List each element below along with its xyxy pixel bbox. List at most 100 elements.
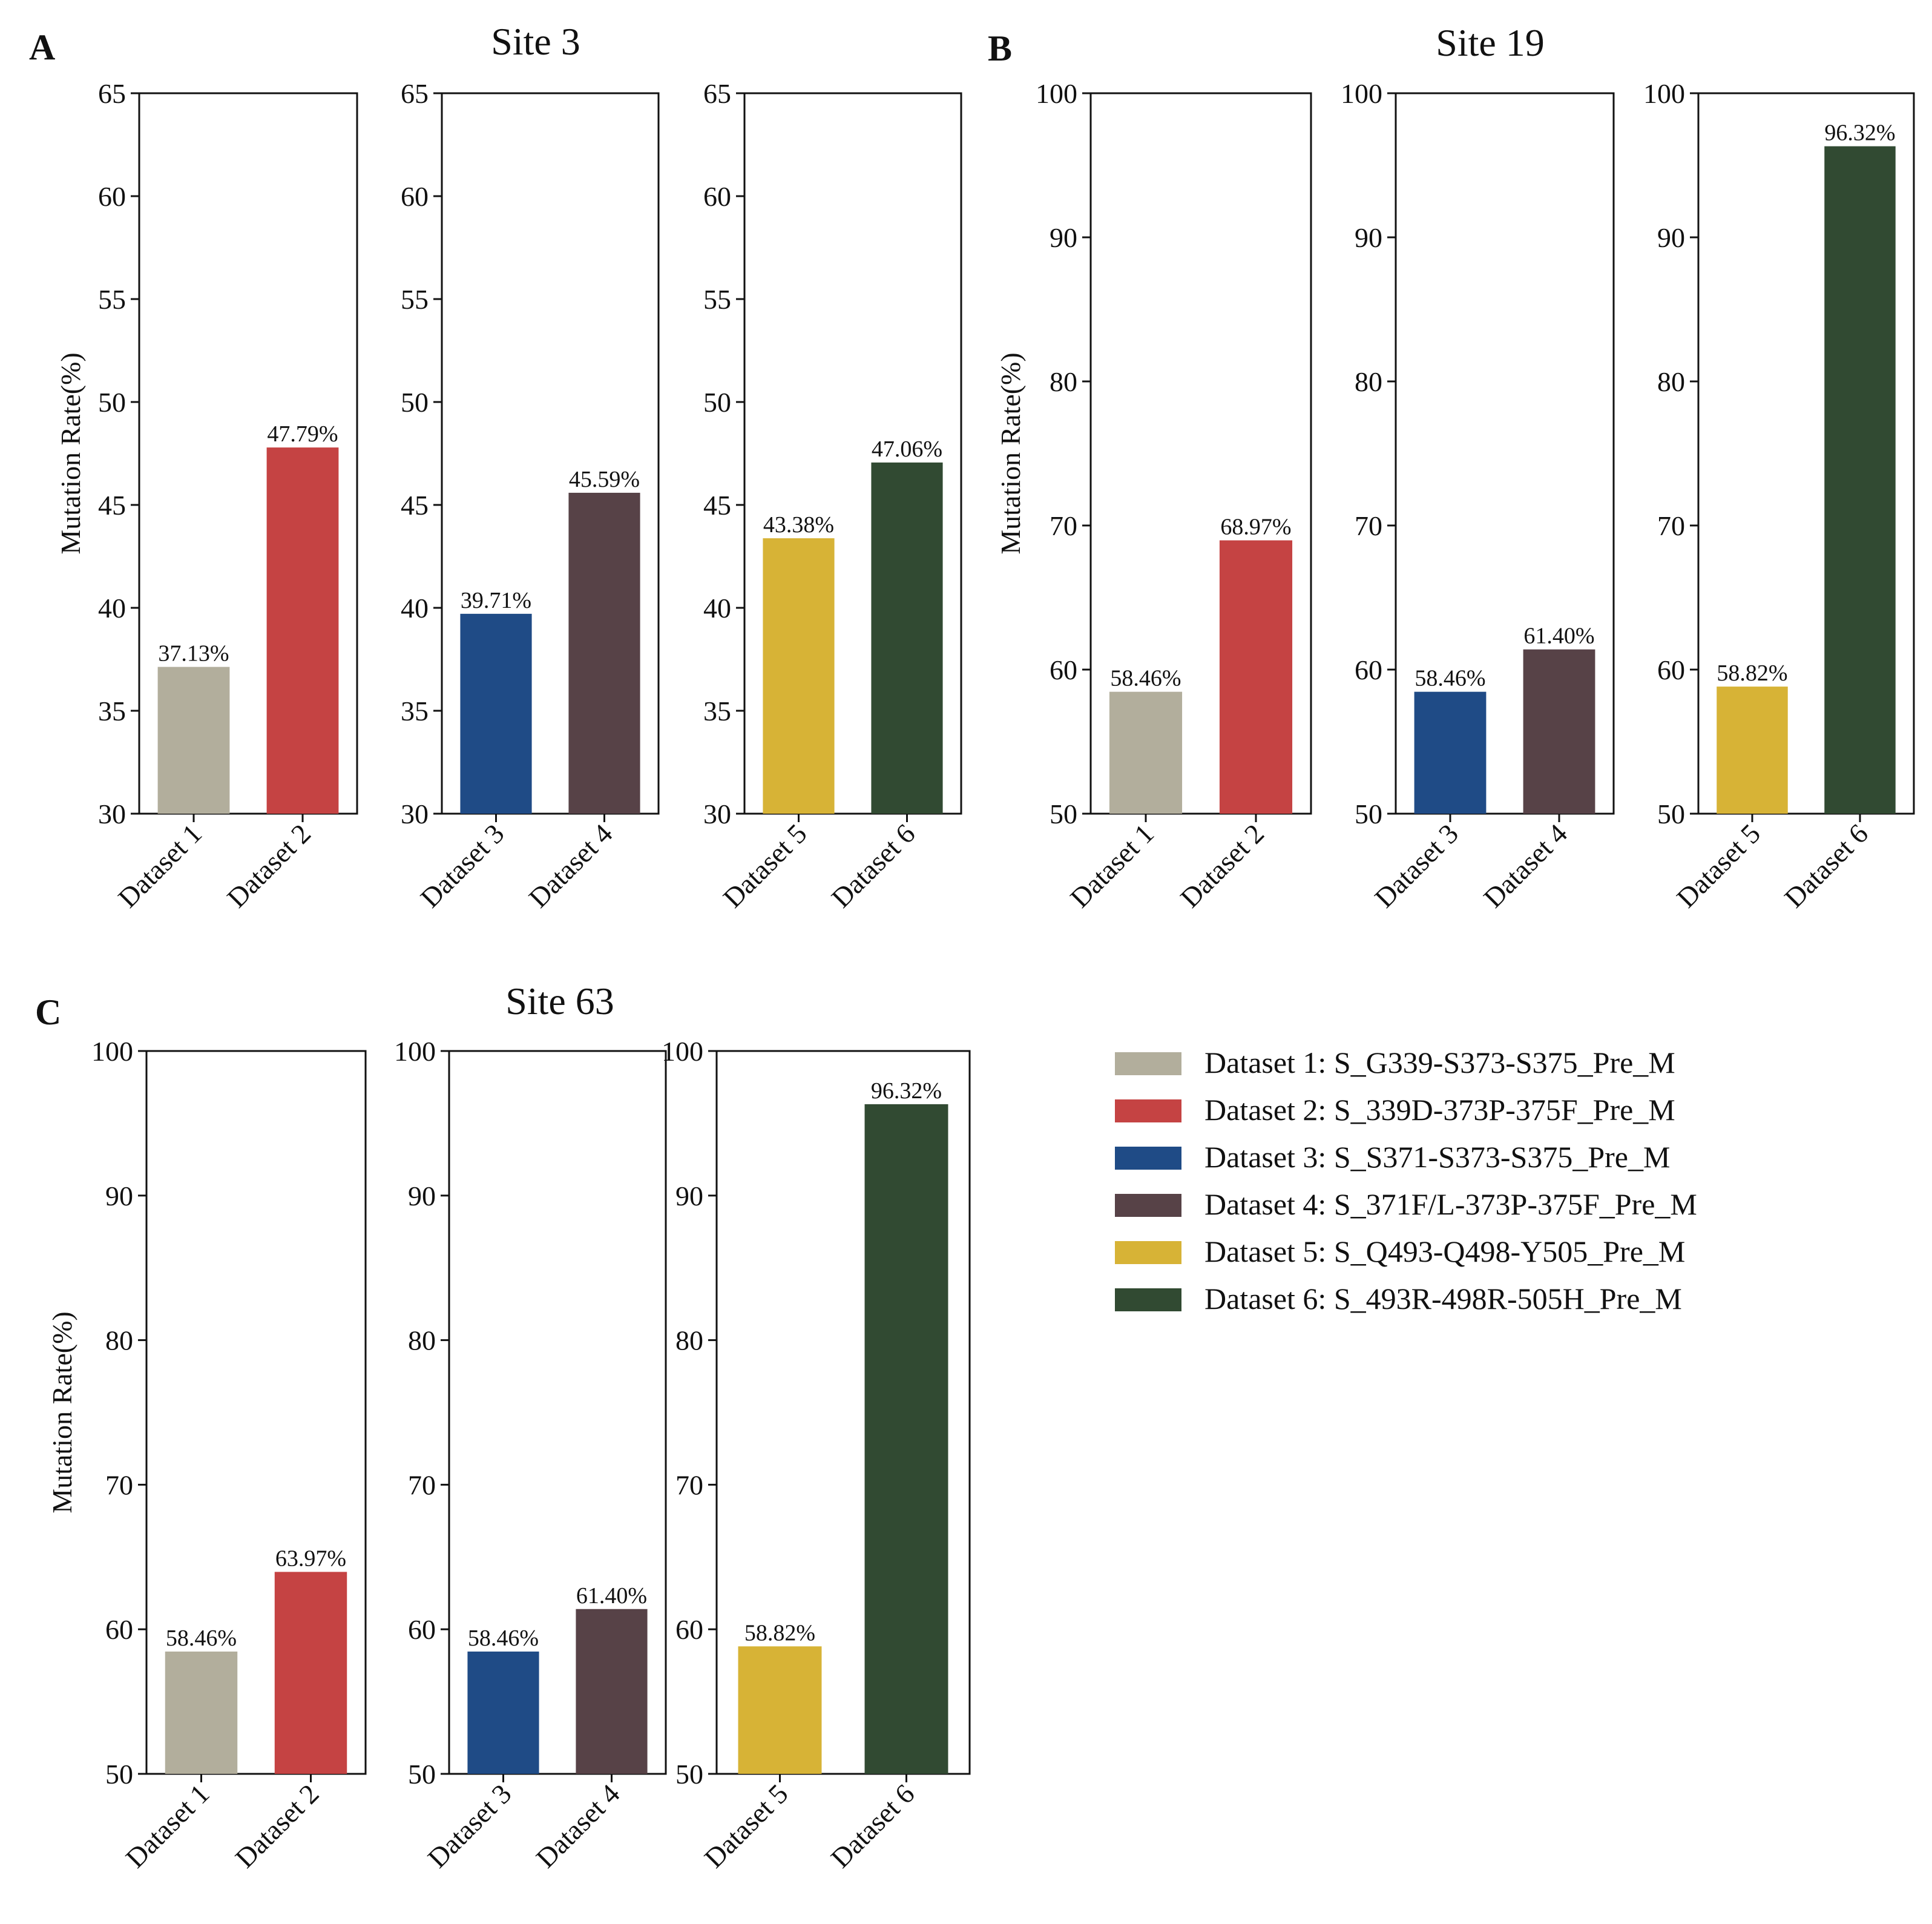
panel-b-title: Site 19: [1436, 21, 1545, 64]
bar-value-label: 37.13%: [158, 641, 229, 667]
axes-frame: [138, 92, 358, 815]
y-tick-label: 50: [703, 387, 731, 418]
x-tick-label: Dataset 1: [1064, 818, 1160, 914]
y-tick-label: 45: [703, 490, 731, 521]
y-tick-label: 80: [1050, 366, 1077, 397]
legend-swatch: [1115, 1099, 1181, 1122]
bar-dataset-4: [568, 492, 640, 814]
panel-c-subplot-2: 50 60 70 80 90 100 58.46% Dataset 3 61.40% Datase…: [394, 1036, 667, 1874]
y-tick-label: 35: [703, 696, 731, 726]
y-tick-label: 60: [1657, 654, 1685, 685]
y-tick-label: 55: [98, 284, 126, 315]
bar-value-label: 68.97%: [1220, 515, 1291, 540]
panel-b-letter: B: [988, 28, 1012, 68]
bar-dataset-6: [1824, 146, 1896, 814]
legend-swatch: [1115, 1147, 1181, 1170]
y-tick-label: 80: [675, 1325, 703, 1356]
y-tick-label: 80: [408, 1325, 436, 1356]
bar-dataset-6: [864, 1104, 948, 1774]
y-tick-label: 80: [105, 1325, 133, 1356]
y-tick-label: 80: [1657, 366, 1685, 397]
legend-label: Dataset 1: S_G339-S373-S375_Pre_M: [1204, 1046, 1675, 1079]
y-tick-label: 90: [675, 1181, 703, 1211]
axes-frame: [448, 1050, 667, 1775]
x-tick-label: Dataset 5: [1671, 818, 1766, 914]
y-tick-label: 90: [1050, 222, 1077, 253]
bar-value-label: 96.32%: [871, 1078, 942, 1104]
bar-dataset-1: [1109, 691, 1183, 814]
axes-frame: [1089, 92, 1312, 815]
bar-dataset-3: [467, 1651, 539, 1774]
bar-value-label: 58.46%: [1110, 666, 1181, 691]
legend: Dataset 1: S_G339-S373-S375_Pre_M Dataset…: [1115, 1046, 1697, 1316]
panel-a-title: Site 3: [491, 20, 580, 63]
y-tick-label: 45: [98, 490, 126, 521]
x-tick-label: Dataset 2: [229, 1778, 325, 1874]
y-tick-label: 65: [703, 78, 731, 109]
y-tick-label: 70: [408, 1469, 436, 1500]
y-tick-label: 45: [401, 490, 429, 521]
bar-value-label: 47.79%: [267, 421, 338, 447]
bar-value-label: 61.40%: [576, 1583, 647, 1609]
panel-c-ylabel: Mutation Rate(%): [47, 1311, 77, 1513]
bar-dataset-6: [871, 462, 943, 814]
panel-b-ylabel: Mutation Rate(%): [995, 352, 1026, 554]
y-tick-label: 50: [98, 387, 126, 418]
y-tick-label: 100: [1643, 78, 1685, 109]
bar-dataset-1: [165, 1651, 238, 1774]
y-tick-label: 70: [105, 1469, 133, 1500]
legend-item: Dataset 5: S_Q493-Q498-Y505_Pre_M: [1115, 1234, 1685, 1268]
panel-a-subplot-3: 30 35 40 45 50 55 60 65 43.38% Dataset 5 47.06% Dat…: [703, 78, 962, 914]
x-tick-label: Dataset 6: [825, 1778, 921, 1874]
legend-item: Dataset 4: S_371F/L-373P-375F_Pre_M: [1115, 1187, 1697, 1221]
bar-dataset-3: [1414, 691, 1487, 814]
bar-value-label: 47.06%: [872, 437, 942, 462]
y-tick-label: 100: [1341, 78, 1382, 109]
panel-a-subplot-2: 30 35 40 45 50 55 60 65 39.71% Dataset 3 45.59% Dat…: [401, 78, 660, 914]
y-tick-label: 60: [105, 1614, 133, 1645]
y-tick-label: 60: [401, 181, 429, 212]
legend-item: Dataset 3: S_S371-S373-S375_Pre_M: [1115, 1140, 1670, 1174]
y-tick-label: 60: [1050, 654, 1077, 685]
panel-b: B Site 19 Mutation Rate(%) 50 60 70 80 90 100 58.…: [988, 21, 1915, 914]
bar-value-label: 58.82%: [1717, 661, 1787, 686]
y-tick-label: 60: [98, 181, 126, 212]
legend-label: Dataset 6: S_493R-498R-505H_Pre_M: [1204, 1282, 1682, 1316]
legend-item: Dataset 1: S_G339-S373-S375_Pre_M: [1115, 1046, 1675, 1079]
y-tick-label: 40: [703, 593, 731, 624]
y-tick-label: 50: [1050, 799, 1077, 829]
axes-frame: [1395, 92, 1615, 815]
legend-label: Dataset 2: S_339D-373P-375F_Pre_M: [1204, 1093, 1675, 1127]
x-tick-label: Dataset 2: [1174, 818, 1270, 914]
panel-a-subplot-1: 30 35 40 45 50 55 60 65 37.13% Dataset 1 47.79% Dat…: [98, 78, 358, 914]
axes-frame: [145, 1050, 367, 1775]
x-tick-label: Dataset 4: [523, 818, 619, 914]
bar-dataset-2: [266, 447, 339, 814]
y-tick-label: 40: [98, 593, 126, 624]
y-tick-label: 30: [98, 799, 126, 829]
x-tick-label: Dataset 1: [120, 1778, 215, 1874]
panel-c-subplot-3: 50 60 70 80 90 100 58.82% Dataset 5 96.32% Datase…: [662, 1036, 971, 1874]
bar-dataset-2: [274, 1572, 347, 1774]
y-tick-label: 50: [675, 1759, 703, 1790]
y-tick-label: 100: [1036, 78, 1077, 109]
bar-value-label: 58.46%: [166, 1626, 237, 1651]
y-tick-label: 55: [401, 284, 429, 315]
y-tick-label: 90: [1657, 222, 1685, 253]
x-tick-label: Dataset 3: [422, 1778, 518, 1874]
legend-swatch: [1115, 1194, 1181, 1217]
x-tick-label: Dataset 4: [1477, 818, 1573, 914]
bar-value-label: 58.46%: [1414, 666, 1485, 691]
bar-value-label: 58.46%: [468, 1626, 539, 1651]
y-tick-label: 90: [105, 1181, 133, 1211]
x-tick-label: Dataset 1: [112, 818, 208, 914]
bar-value-label: 43.38%: [763, 512, 834, 538]
panel-a-ylabel: Mutation Rate(%): [55, 352, 86, 554]
legend-swatch: [1115, 1288, 1181, 1311]
y-tick-label: 30: [401, 799, 429, 829]
legend-item: Dataset 6: S_493R-498R-505H_Pre_M: [1115, 1282, 1682, 1316]
y-tick-label: 90: [408, 1181, 436, 1211]
y-tick-label: 55: [703, 284, 731, 315]
